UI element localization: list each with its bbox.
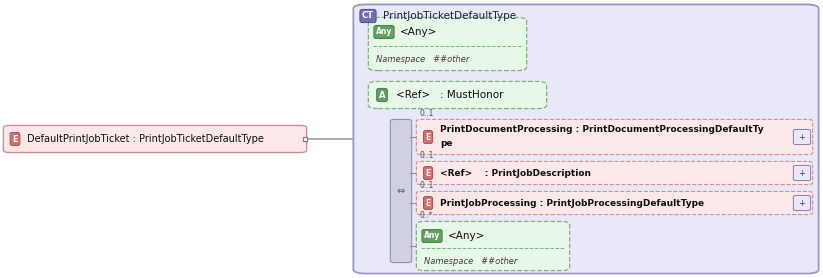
Text: Namespace   ##other: Namespace ##other bbox=[376, 56, 469, 64]
Text: 0..*: 0..* bbox=[420, 211, 434, 220]
FancyBboxPatch shape bbox=[416, 120, 812, 155]
Text: ⇔: ⇔ bbox=[397, 186, 405, 196]
Text: +: + bbox=[798, 168, 806, 177]
Text: E: E bbox=[425, 133, 430, 142]
FancyBboxPatch shape bbox=[793, 165, 811, 180]
FancyBboxPatch shape bbox=[353, 4, 819, 274]
Text: Any: Any bbox=[424, 232, 440, 240]
Text: 0..1: 0..1 bbox=[420, 181, 435, 190]
Text: <Any>: <Any> bbox=[400, 27, 437, 37]
Text: DefaultPrintJobTicket : PrintJobTicketDefaultType: DefaultPrintJobTicket : PrintJobTicketDe… bbox=[27, 134, 264, 144]
FancyBboxPatch shape bbox=[369, 81, 546, 108]
FancyBboxPatch shape bbox=[416, 192, 812, 215]
Text: pe: pe bbox=[440, 140, 453, 148]
Text: PrintJobProcessing : PrintJobProcessingDefaultType: PrintJobProcessing : PrintJobProcessingD… bbox=[440, 198, 704, 207]
Text: +: + bbox=[798, 198, 806, 207]
FancyBboxPatch shape bbox=[390, 120, 412, 262]
Text: E: E bbox=[425, 198, 430, 207]
Text: PrintDocumentProcessing : PrintDocumentProcessingDefaultTy: PrintDocumentProcessing : PrintDocumentP… bbox=[440, 125, 764, 135]
Text: <Any>: <Any> bbox=[448, 231, 486, 241]
Text: E: E bbox=[12, 135, 18, 143]
Text: Any: Any bbox=[376, 28, 393, 36]
Text: <Ref>    : PrintJobDescription: <Ref> : PrintJobDescription bbox=[440, 168, 591, 177]
FancyBboxPatch shape bbox=[416, 222, 570, 270]
Text: Namespace   ##other: Namespace ##other bbox=[424, 257, 518, 267]
Text: 0..1: 0..1 bbox=[420, 109, 435, 118]
Text: 0..1: 0..1 bbox=[420, 151, 435, 160]
Text: <Ref>   : MustHonor: <Ref> : MustHonor bbox=[396, 90, 504, 100]
Text: E: E bbox=[425, 168, 430, 177]
FancyBboxPatch shape bbox=[793, 195, 811, 210]
FancyBboxPatch shape bbox=[793, 130, 811, 145]
Text: +: + bbox=[798, 133, 806, 142]
Text: PrintJobTicketDefaultType: PrintJobTicketDefaultType bbox=[383, 11, 516, 21]
FancyBboxPatch shape bbox=[416, 162, 812, 185]
Text: A: A bbox=[379, 91, 385, 100]
FancyBboxPatch shape bbox=[3, 125, 307, 153]
Text: CT: CT bbox=[362, 11, 374, 21]
FancyBboxPatch shape bbox=[369, 18, 527, 71]
